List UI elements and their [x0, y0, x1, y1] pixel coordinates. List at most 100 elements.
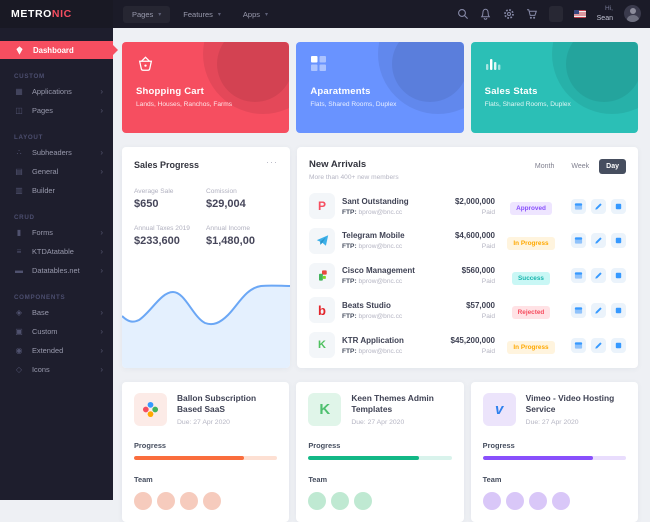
sidebar-item-dashboard[interactable]: Dashboard: [0, 41, 113, 59]
details-button[interactable]: [571, 302, 586, 318]
avatar[interactable]: [308, 492, 327, 510]
sidebar-item-subheaders[interactable]: ∴ Subheaders ›: [0, 143, 113, 162]
edit-button[interactable]: [591, 268, 606, 283]
tab-month[interactable]: Month: [534, 163, 555, 170]
sidebar-item-extended[interactable]: ◉ Extended ›: [15, 345, 104, 355]
sidebar-item-pages[interactable]: ◫ Pages ›: [15, 105, 103, 115]
progress-bar: [482, 456, 626, 460]
avatar[interactable]: [203, 492, 221, 510]
search-icon[interactable]: [457, 8, 469, 20]
banner-shopping-cart[interactable]: Shopping Cart Lands, Houses, Ranchos, Fa…: [122, 42, 290, 133]
us-flag-icon[interactable]: [573, 9, 586, 18]
layers-icon: ▤: [15, 167, 23, 176]
avatar[interactable]: [134, 492, 152, 510]
edit-button[interactable]: [591, 337, 606, 353]
sidebar-item-custom[interactable]: ▣ Custom ›: [15, 326, 103, 336]
cart-icon[interactable]: [526, 8, 538, 20]
status-badge: In Progress: [507, 236, 555, 250]
avatar[interactable]: [180, 492, 198, 510]
chevron-right-icon: ›: [100, 147, 103, 157]
edit-button[interactable]: [591, 302, 606, 318]
progress-fill: [308, 456, 419, 460]
bars-icon: ▥: [15, 186, 23, 195]
details-button[interactable]: [571, 268, 586, 283]
user-greeting[interactable]: Hi, Sean: [596, 4, 613, 22]
sidebar-item-icons[interactable]: ◇ Icons ›: [15, 364, 103, 374]
notifications-bell-icon[interactable]: [480, 8, 492, 20]
avatar[interactable]: [331, 492, 350, 510]
menu-apps[interactable]: Apps ▾: [242, 9, 269, 19]
more-options-button[interactable]: ···: [266, 157, 278, 167]
tab-week[interactable]: Week: [571, 163, 590, 170]
sidebar-item-applications[interactable]: ▦ Applications ›: [15, 86, 103, 96]
target-icon: ◉: [15, 346, 23, 355]
sidebar-item-base[interactable]: ◈ Base ›: [15, 307, 103, 317]
chevron-down-icon: ▾: [217, 11, 221, 18]
status-badge: Approved: [510, 202, 552, 215]
stat-value: $1,480,00: [206, 235, 255, 247]
chevron-right-icon: ›: [100, 364, 103, 374]
sidebar-item-forms[interactable]: ▮ Forms ›: [0, 223, 113, 242]
chevron-right-icon: ›: [100, 105, 103, 115]
delete-button[interactable]: [611, 233, 626, 249]
delete-button[interactable]: [611, 337, 626, 353]
sidebar-item-builder[interactable]: ▥ Builder: [15, 186, 56, 195]
menu-features[interactable]: Features ▾: [183, 9, 221, 19]
sidebar-section-custom: Custom: [14, 73, 45, 80]
banner-apartments[interactable]: Aparatments Flats, Shared Rooms, Duplex: [296, 42, 464, 133]
shopping-basket-icon: [136, 55, 275, 73]
chevron-right-icon: ›: [100, 307, 103, 317]
cisco-logo: [309, 262, 335, 289]
team-avatars: [482, 492, 626, 510]
brand-logo[interactable]: METRONIC: [0, 0, 113, 28]
tab-day[interactable]: Day: [599, 159, 626, 174]
chevron-right-icon: ›: [100, 326, 103, 336]
delete-button[interactable]: [611, 198, 626, 214]
quick-panel-icon[interactable]: [548, 5, 563, 22]
grid-icon: ▦: [15, 87, 23, 96]
avatar[interactable]: [354, 492, 373, 510]
details-button[interactable]: [571, 233, 586, 249]
star-icon: ◇: [15, 365, 23, 374]
card-title: Sales Progress: [134, 160, 200, 170]
arrival-row: P Sant Outstanding FTP: bprow@bnc.cc $2,…: [309, 193, 626, 219]
delete-button[interactable]: [611, 268, 626, 283]
gem-icon: ◈: [15, 308, 23, 317]
sidebar-item-datatables-net[interactable]: ▬ Datatables.net ›: [15, 265, 103, 275]
dots-icon: ∴: [16, 148, 22, 157]
sidebar-item-ktdatatable[interactable]: ≡ KTDAtatable ›: [0, 242, 113, 261]
edit-button[interactable]: [591, 198, 606, 214]
sidebar-section-crud: CRUD: [14, 214, 35, 221]
edit-button[interactable]: [591, 233, 606, 249]
main-content: Shopping Cart Lands, Houses, Ranchos, Fa…: [113, 28, 650, 522]
avatar[interactable]: [505, 492, 524, 510]
delete-button[interactable]: [611, 302, 626, 318]
project-cards: Ballon Subscription Based SaaS Due: 27 A…: [122, 382, 638, 522]
avatar[interactable]: [528, 492, 547, 510]
details-button[interactable]: [571, 337, 586, 353]
avatar[interactable]: [551, 492, 570, 510]
sales-area-chart: [122, 284, 290, 368]
progress-bar: [134, 456, 278, 460]
project-card-keen: K Keen Themes Admin Templates Due: 27 Ap…: [296, 382, 464, 522]
chevron-right-icon: ›: [100, 246, 103, 256]
sidebar-item-general[interactable]: ▤ General ›: [15, 166, 103, 176]
ballon-clover-icon: [134, 393, 167, 426]
new-arrivals-card: New Arrivals More than 400+ new members …: [297, 147, 638, 368]
avatar[interactable]: [157, 492, 175, 510]
banner-sales-stats[interactable]: Sales Stats Flats, Shared Rooms, Duplex: [470, 42, 638, 133]
menu-pages[interactable]: Pages ▾: [123, 5, 171, 23]
avatar[interactable]: [482, 492, 501, 510]
chevron-right-icon: ›: [100, 166, 103, 176]
ktr-logo: K: [309, 332, 335, 358]
settings-gear-icon[interactable]: [503, 8, 515, 20]
period-tabs: Month Week Day: [528, 159, 626, 174]
user-avatar[interactable]: [624, 5, 641, 23]
table-icon: ≡: [16, 247, 22, 256]
details-button[interactable]: [571, 198, 586, 214]
banner-cards: Shopping Cart Lands, Houses, Ranchos, Fa…: [122, 42, 638, 133]
form-icon: ▮: [16, 228, 22, 237]
project-card-vimeo: v Vimeo - Video Hosting Service Due: 27 …: [470, 382, 638, 522]
stat-value: $29,004: [206, 198, 246, 210]
chevron-right-icon: ›: [100, 86, 103, 96]
